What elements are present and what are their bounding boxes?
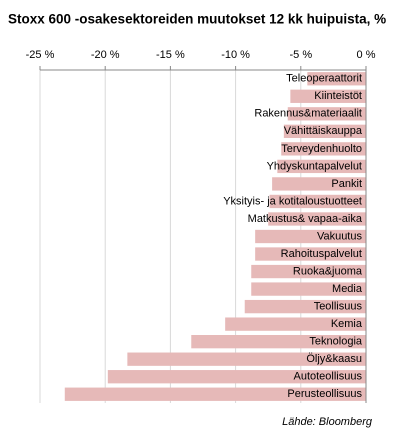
category-label: Öljy&kaasu: [306, 353, 362, 365]
category-label: Rakennus&materiaalit: [254, 108, 362, 120]
category-label: Kemia: [331, 318, 363, 330]
category-label: Vakuutus: [317, 230, 363, 242]
bar: [251, 282, 366, 296]
bar: [277, 159, 366, 174]
chart-title: Stoxx 600 -osakesektoreiden muutokset 12…: [8, 12, 386, 27]
bar: [290, 89, 366, 103]
bar: [127, 352, 366, 366]
category-label: Kiinteistöt: [314, 90, 362, 102]
bar: [107, 370, 367, 384]
category-label: Autoteollisuus: [294, 371, 363, 383]
category-label: Ruoka&juoma: [293, 265, 363, 277]
bar: [225, 317, 366, 331]
bar: [272, 177, 366, 191]
bar: [283, 124, 366, 139]
bar: [64, 387, 366, 401]
category-label: Vähittäiskauppa: [284, 125, 363, 137]
x-tick-label: -20 %: [91, 49, 120, 61]
category-label: Perusteollisuus: [287, 388, 362, 400]
category-label: Media: [332, 283, 363, 295]
x-tick-label: -10 %: [221, 49, 250, 61]
bar: [255, 247, 366, 261]
bar: [281, 142, 366, 156]
bar: [251, 264, 366, 279]
x-tick-label: -5 %: [289, 49, 312, 61]
category-label: Teleoperaattorit: [286, 73, 362, 85]
bar: [269, 194, 366, 209]
bar: [191, 334, 366, 349]
bar: [268, 212, 366, 226]
category-label: Pankit: [331, 178, 362, 190]
category-label: Teknologia: [309, 336, 362, 348]
category-label: Yksityis- ja kotitaloustuotteet: [223, 195, 362, 207]
x-tick-label: -15 %: [156, 49, 185, 61]
bar: [287, 107, 366, 121]
category-label: Terveydenhuolto: [281, 143, 362, 155]
bar: [307, 72, 366, 86]
category-label: Matkustus& vapaa-aika: [248, 213, 363, 225]
category-label: Yhdyskuntapalvelut: [267, 160, 362, 172]
category-label: Teollisuus: [314, 301, 363, 313]
source: Lähde: Bloomberg: [282, 416, 373, 428]
category-label: Rahoituspalvelut: [281, 248, 362, 260]
x-tick-label: -25 %: [26, 49, 55, 61]
bar: [244, 299, 366, 314]
bar: [255, 229, 366, 244]
x-tick-label: 0 %: [357, 49, 376, 61]
